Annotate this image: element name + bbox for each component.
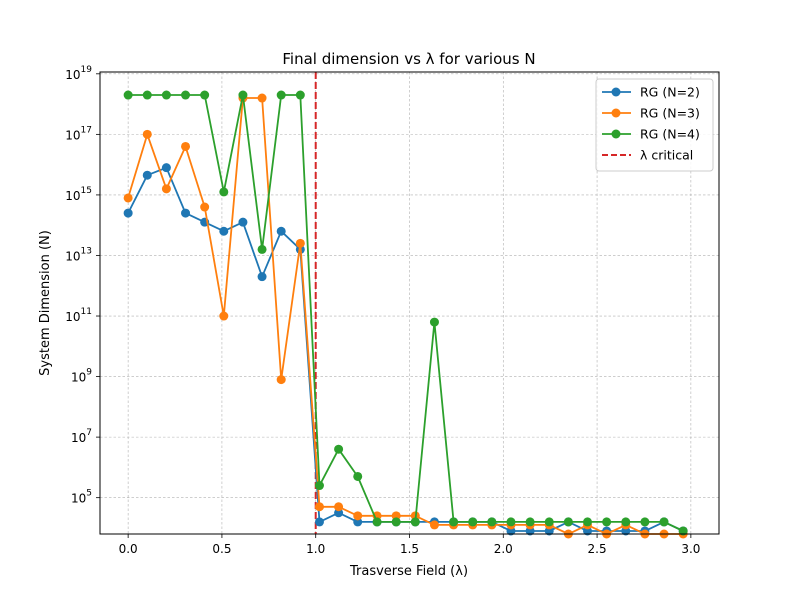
data-point [525, 517, 535, 527]
data-point [161, 184, 171, 194]
data-point [353, 471, 363, 481]
data-point [659, 517, 669, 527]
data-point [161, 163, 171, 173]
data-point [314, 502, 324, 512]
data-point [429, 520, 439, 530]
data-point [621, 517, 631, 527]
data-point [142, 170, 152, 180]
legend-label: RG (N=3) [640, 106, 700, 121]
x-tick-label: 2.5 [588, 542, 607, 556]
y-tick-label: 1011 [65, 307, 92, 324]
series-layer [123, 90, 688, 539]
y-tick-label: 1019 [65, 65, 92, 82]
data-point [123, 90, 133, 100]
data-point [181, 90, 191, 100]
data-point [449, 517, 459, 527]
legend: RG (N=2) RG (N=3) RG (N=4) λ critical [595, 78, 714, 172]
data-point [257, 272, 267, 282]
x-tick-label: 3.0 [681, 542, 700, 556]
chart-title: Final dimension vs λ for various N [282, 50, 535, 68]
data-point [602, 517, 612, 527]
data-point [161, 90, 171, 100]
data-point [334, 502, 344, 512]
data-point [238, 217, 248, 227]
data-point [238, 90, 248, 100]
y-tick-label: 1015 [65, 186, 92, 203]
data-point [123, 193, 133, 203]
data-point [487, 517, 497, 527]
data-point [429, 317, 439, 327]
x-tick-label: 0.5 [212, 542, 231, 556]
data-point [372, 517, 382, 527]
y-tick-label: 109 [71, 368, 92, 385]
data-point [219, 187, 229, 197]
data-point [563, 517, 573, 527]
x-tick-label: 0.0 [119, 542, 138, 556]
x-tick-label: 1.0 [306, 542, 325, 556]
data-point [295, 238, 305, 248]
data-point [353, 511, 363, 521]
data-point [276, 375, 286, 385]
data-point [583, 517, 593, 527]
legend-label: λ critical [640, 148, 693, 163]
data-point [314, 517, 324, 527]
data-point [391, 517, 401, 527]
data-point [123, 208, 133, 218]
data-point [276, 226, 286, 236]
data-point [506, 517, 516, 527]
legend-swatch-marker [611, 87, 621, 97]
y-tick-label: 105 [71, 489, 92, 506]
data-point [544, 517, 554, 527]
series-group [123, 90, 688, 536]
y-axis-label: System Dimension (N) [38, 230, 53, 376]
data-point [219, 311, 229, 321]
legend-swatch-marker [611, 129, 621, 139]
x-tick-label: 1.5 [400, 542, 419, 556]
legend-box [595, 78, 714, 172]
data-point [181, 141, 191, 151]
y-tick-label: 107 [71, 428, 92, 445]
data-point [257, 244, 267, 254]
data-point [200, 90, 210, 100]
data-point [257, 93, 267, 103]
y-axis-ticks: 105 107 109 1011 1013 1015 1017 1019 [65, 65, 100, 506]
data-point [142, 129, 152, 139]
y-tick-label: 1017 [65, 125, 92, 142]
legend-swatch-marker [611, 108, 621, 118]
x-axis-label: Trasverse Field (λ) [349, 564, 468, 579]
data-point [142, 90, 152, 100]
x-tick-label: 2.0 [494, 542, 513, 556]
data-point [468, 517, 478, 527]
data-point [219, 226, 229, 236]
data-point [276, 90, 286, 100]
data-point [181, 208, 191, 218]
legend-label: RG (N=4) [640, 127, 700, 142]
legend-label: RG (N=2) [640, 85, 700, 100]
data-point [678, 526, 688, 536]
data-point [295, 90, 305, 100]
data-point [200, 202, 210, 212]
data-point [640, 517, 650, 527]
x-axis-ticks: 0.0 0.5 1.0 1.5 2.0 2.5 3.0 [119, 534, 700, 556]
data-point [314, 481, 324, 491]
data-point [410, 517, 420, 527]
y-tick-label: 1013 [65, 246, 92, 263]
data-point [334, 444, 344, 454]
